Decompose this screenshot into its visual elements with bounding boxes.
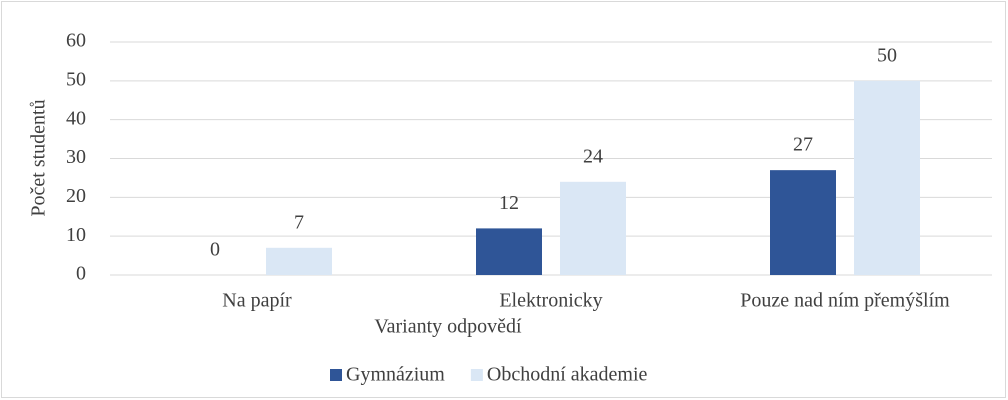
bar	[266, 247, 332, 275]
bar	[476, 228, 542, 275]
x-tick-label: Elektronicky	[499, 290, 602, 312]
legend-swatch	[470, 369, 483, 381]
data-label: 0	[210, 239, 220, 261]
y-axis-title: Počet studentů	[28, 99, 50, 216]
y-tick-label: 60	[66, 30, 86, 52]
bar	[854, 80, 920, 275]
y-tick-label: 0	[76, 263, 86, 285]
data-label: 24	[583, 145, 603, 167]
y-tick-label: 20	[66, 185, 86, 207]
legend-label: Obchodní akademie	[487, 364, 648, 386]
bar	[560, 181, 626, 275]
data-label: 27	[793, 134, 813, 156]
x-tick-label: Na papír	[222, 290, 292, 312]
y-tick-label: 10	[66, 224, 86, 246]
y-tick-label: 30	[66, 146, 86, 168]
y-tick-label: 40	[66, 107, 86, 129]
data-label: 50	[877, 44, 897, 66]
data-label: 7	[294, 211, 304, 233]
bar	[770, 170, 836, 275]
x-axis-title: Varianty odpovědí	[374, 316, 522, 338]
x-tick-label: Pouze nad ním přemýšlím	[740, 290, 950, 312]
legend-label: Gymnázium	[346, 364, 445, 386]
legend-swatch	[330, 369, 342, 381]
data-label: 12	[499, 192, 519, 214]
y-tick-label: 50	[66, 68, 86, 90]
